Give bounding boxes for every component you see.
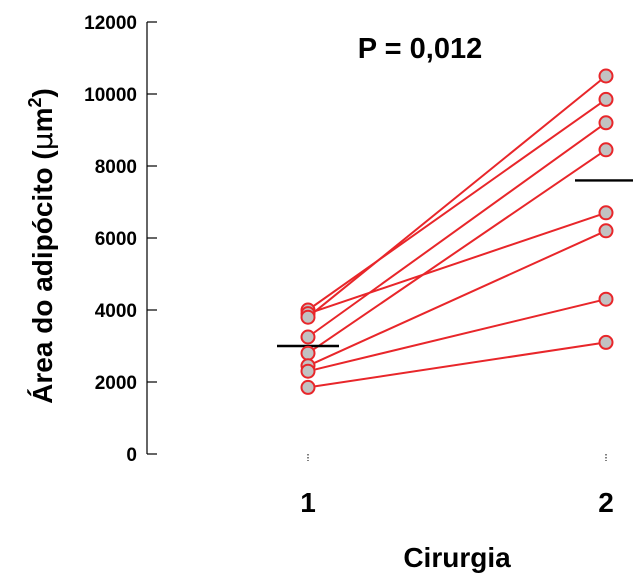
- y-axis-unit-m: m: [27, 108, 58, 133]
- y-axis-unit-sup: 2: [25, 98, 45, 108]
- point-cirurgia-2: [598, 68, 614, 84]
- x-tick-label: 2: [598, 487, 614, 518]
- pair-line: [307, 298, 607, 373]
- y-axis-unit-mu: µ: [26, 132, 59, 150]
- pair-line: [307, 75, 607, 318]
- y-tick-label: 8000: [95, 157, 137, 178]
- p-value-annotation: P = 0,012: [358, 33, 482, 65]
- pair-lines: [307, 75, 607, 389]
- y-tick-label: 2000: [95, 373, 137, 394]
- pair-line: [307, 121, 607, 338]
- point-cirurgia-2: [598, 205, 614, 221]
- point-cirurgia-2: [598, 91, 614, 107]
- point-cirurgia-2: [598, 334, 614, 350]
- pair-line: [307, 211, 607, 315]
- data-points: [300, 68, 614, 395]
- point-cirurgia-2: [598, 142, 614, 158]
- pair-line: [307, 341, 607, 389]
- point-cirurgia-1: [300, 329, 316, 345]
- y-tick-label: 0: [126, 445, 137, 466]
- y-tick-label: 6000: [95, 229, 137, 250]
- y-ticks: 0 2000 4000 6000 8000 10000 12000: [84, 13, 157, 466]
- y-axis-title: Área do adipócito (µm2): [25, 88, 59, 404]
- pair-line: [307, 148, 607, 355]
- point-cirurgia-2: [598, 223, 614, 239]
- pair-line: [307, 98, 607, 311]
- pair-line: [307, 229, 607, 367]
- point-cirurgia-1: [300, 379, 316, 395]
- y-tick-label: 10000: [84, 85, 137, 106]
- point-cirurgia-1: [300, 345, 316, 361]
- x-axis-title: Cirurgia: [403, 542, 511, 573]
- point-cirurgia-1: [300, 309, 316, 325]
- y-axis-unit-close: ): [27, 88, 58, 97]
- y-tick-label: 12000: [84, 13, 137, 34]
- point-cirurgia-1: [300, 363, 316, 379]
- x-tick-label: 1: [300, 487, 316, 518]
- point-cirurgia-2: [598, 291, 614, 307]
- y-tick-label: 4000: [95, 301, 137, 322]
- point-cirurgia-2: [598, 115, 614, 131]
